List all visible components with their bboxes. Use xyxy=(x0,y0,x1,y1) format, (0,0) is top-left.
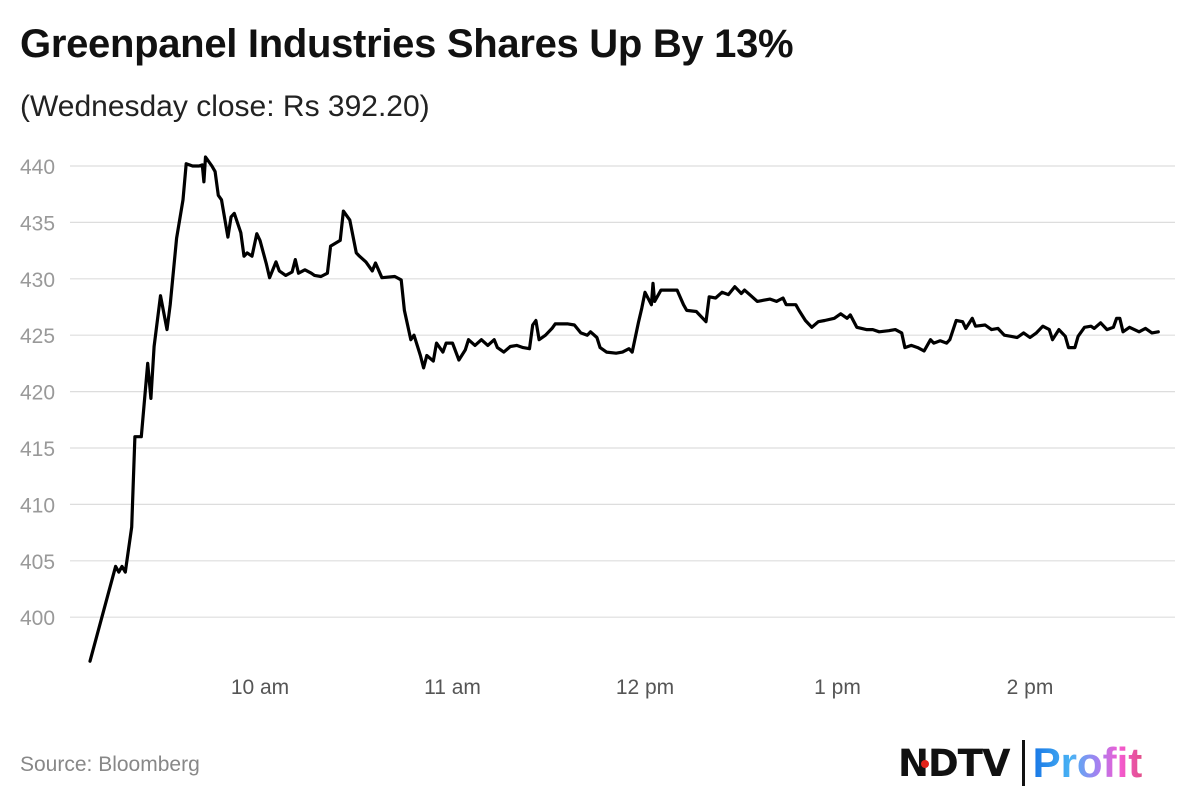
x-tick-label: 11 am xyxy=(424,676,481,699)
y-tick-label: 405 xyxy=(20,551,55,574)
logo-divider xyxy=(1021,740,1025,786)
y-tick-label: 435 xyxy=(20,212,55,235)
y-tick-label: 440 xyxy=(20,156,55,179)
y-tick-label: 430 xyxy=(20,269,55,292)
y-tick-label: 420 xyxy=(20,382,55,405)
y-tick-label: 400 xyxy=(20,607,55,630)
source-note: Source: Bloomberg xyxy=(20,753,200,776)
line-chart: 400 405 410 415 420 425 430 435 440 10 am 11 am 12 … xyxy=(20,155,1175,699)
y-tick-label: 410 xyxy=(20,494,55,517)
price-line xyxy=(88,155,1160,663)
x-tick-label: 12 pm xyxy=(616,676,674,699)
x-tick-label: 2 pm xyxy=(1007,676,1054,699)
y-tick-label: 425 xyxy=(20,325,55,348)
ndtv-profit-logo: NDTV Profit xyxy=(898,738,1142,788)
ndtv-logo-text: NDTV xyxy=(898,741,1011,785)
y-tick-label: 415 xyxy=(20,438,55,461)
chart-subtitle: (Wednesday close: Rs 392.20) xyxy=(20,90,430,123)
profit-logo-text: Profit xyxy=(1032,739,1143,786)
chart-title: Greenpanel Industries Shares Up By 13% xyxy=(20,22,794,66)
logo-red-dot xyxy=(921,760,929,768)
x-tick-label: 1 pm xyxy=(814,676,861,699)
x-tick-label: 10 am xyxy=(231,676,289,699)
